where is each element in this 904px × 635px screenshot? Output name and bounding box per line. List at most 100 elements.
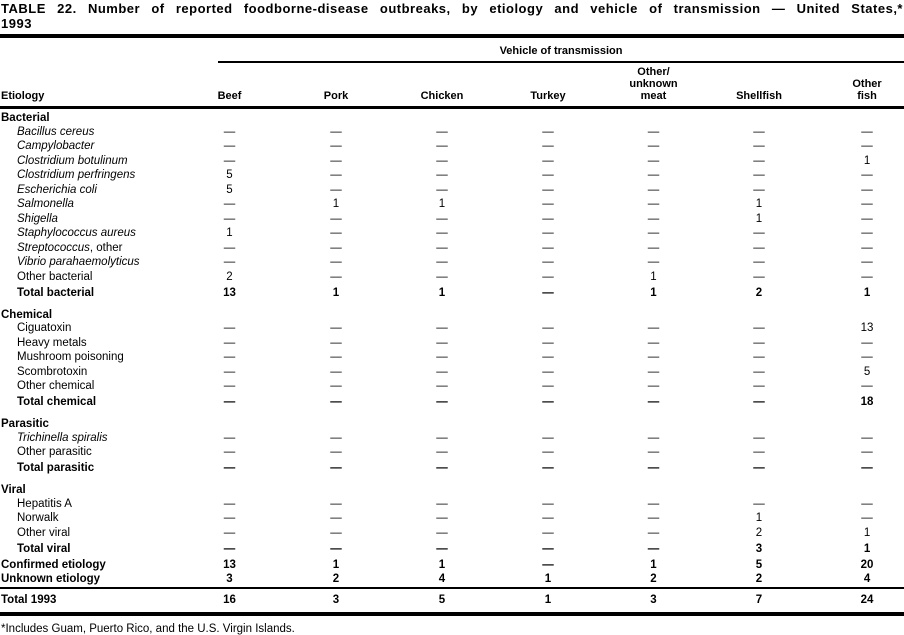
section-header: Viral xyxy=(0,478,904,497)
cell-value: — xyxy=(223,446,236,459)
cell-value: — xyxy=(436,431,448,444)
cell-value: — xyxy=(330,512,342,525)
cell-value: — xyxy=(330,336,342,349)
cell-value: — xyxy=(861,380,873,393)
section-total-row: Total viral — — — — — 3 1 xyxy=(0,541,904,559)
cell-value: — xyxy=(330,431,342,444)
cell-value: — xyxy=(647,365,660,378)
cell-value: — xyxy=(647,183,660,196)
cell-value: — xyxy=(330,497,342,510)
cell-value: — xyxy=(330,380,342,393)
row-label: Parasitic xyxy=(1,418,49,430)
row-label: Clostridium botulinum xyxy=(17,154,128,167)
cell-value: — xyxy=(861,198,873,211)
row-label: Streptococcus, other xyxy=(17,241,123,254)
cell-value: — xyxy=(647,198,660,211)
section-header: Chemical xyxy=(0,303,904,322)
cell-value: — xyxy=(542,396,554,408)
cell-value: — xyxy=(436,322,448,335)
row-label: Vibrio parahaemolyticus xyxy=(17,256,140,269)
cell-value: — xyxy=(330,241,342,254)
cell-value: — xyxy=(436,526,448,539)
row-label: Hepatitis A xyxy=(17,497,72,510)
cell-value: — xyxy=(542,322,554,335)
cell-value: — xyxy=(330,212,342,225)
cell-value: — xyxy=(542,212,554,225)
cell-value: — xyxy=(436,462,448,474)
column-header: Pork xyxy=(323,90,349,102)
cell-value: — xyxy=(647,169,660,182)
row-label: Escherichia coli xyxy=(17,183,97,196)
cell-value: — xyxy=(542,526,554,539)
cell-value: — xyxy=(330,125,342,138)
cell-value: 3 xyxy=(755,542,763,555)
cell-value: — xyxy=(542,336,554,349)
column-header: Beef xyxy=(217,90,242,102)
cell-value: — xyxy=(542,169,554,182)
cell-value: — xyxy=(330,446,342,459)
cell-value: — xyxy=(223,336,236,349)
cell-value: 2 xyxy=(226,270,233,283)
cell-value: — xyxy=(542,542,554,555)
cell-value: — xyxy=(753,322,765,335)
cell-value: 18 xyxy=(860,396,874,408)
cell-value: — xyxy=(330,154,342,167)
row-label: Mushroom poisoning xyxy=(17,351,124,364)
cell-value: — xyxy=(436,125,448,138)
etiology-row: Ciguatoxin — — — — — — 13 xyxy=(0,322,904,337)
cell-value: — xyxy=(753,431,765,444)
row-label: Heavy metals xyxy=(17,336,87,349)
row-label: Chemical xyxy=(1,308,53,321)
cell-value: — xyxy=(861,140,873,153)
cell-value: 1 xyxy=(755,512,763,525)
cell-value: 2 xyxy=(755,286,763,299)
cell-value: — xyxy=(542,140,554,153)
cell-value: — xyxy=(436,512,448,525)
cell-value: — xyxy=(330,396,342,408)
etiology-row: Vibrio parahaemolyticus — — — — — — — xyxy=(0,256,904,271)
cell-value: — xyxy=(223,198,236,211)
cell-value: — xyxy=(330,365,342,378)
cell-value: — xyxy=(436,227,448,240)
cell-value: — xyxy=(436,446,448,459)
cell-value: — xyxy=(647,351,660,364)
etiology-row: Staphylococcus aureus 1 — — — — — — xyxy=(0,227,904,242)
cell-value: — xyxy=(436,497,448,510)
row-label: Shigella xyxy=(17,212,58,225)
cell-value: — xyxy=(647,462,660,474)
cell-value: — xyxy=(753,227,765,240)
cell-value: 5 xyxy=(438,593,446,606)
row-label: Other viral xyxy=(17,526,71,539)
cell-value: — xyxy=(861,169,873,182)
cell-value: — xyxy=(542,512,554,525)
cell-value: — xyxy=(861,462,873,474)
etiology-row: Other chemical — — — — — — — xyxy=(0,380,904,395)
cell-value: 4 xyxy=(863,573,871,586)
etiology-row: Streptococcus, other — — — — — — — xyxy=(0,241,904,256)
etiology-row: Other parasitic — — — — — — — xyxy=(0,446,904,461)
cell-value: — xyxy=(861,351,873,364)
section-header: Bacterial xyxy=(0,108,904,126)
cell-value: — xyxy=(330,169,342,182)
cell-value: — xyxy=(436,183,448,196)
cell-value: — xyxy=(436,256,448,269)
row-label: Other chemical xyxy=(17,380,95,393)
cell-value: 5 xyxy=(226,183,233,196)
row-label: Other bacterial xyxy=(17,270,93,283)
etiology-row: Other viral — — — — — 2 1 xyxy=(0,526,904,541)
cell-value: — xyxy=(223,241,236,254)
column-header: Chicken xyxy=(420,90,464,102)
row-label: Total 1993 xyxy=(1,593,57,606)
cell-value: — xyxy=(542,446,554,459)
etiology-row: Mushroom poisoning — — — — — — — xyxy=(0,351,904,366)
cell-value: — xyxy=(647,446,660,459)
cell-value: — xyxy=(223,125,236,138)
cell-value: — xyxy=(753,446,765,459)
cell-value: — xyxy=(753,241,765,254)
cell-value: — xyxy=(436,270,448,283)
cell-value: — xyxy=(436,351,448,364)
cell-value: — xyxy=(542,351,554,364)
cell-value: 16 xyxy=(223,593,236,606)
section-header: Parasitic xyxy=(0,412,904,431)
cell-value: — xyxy=(647,322,660,335)
